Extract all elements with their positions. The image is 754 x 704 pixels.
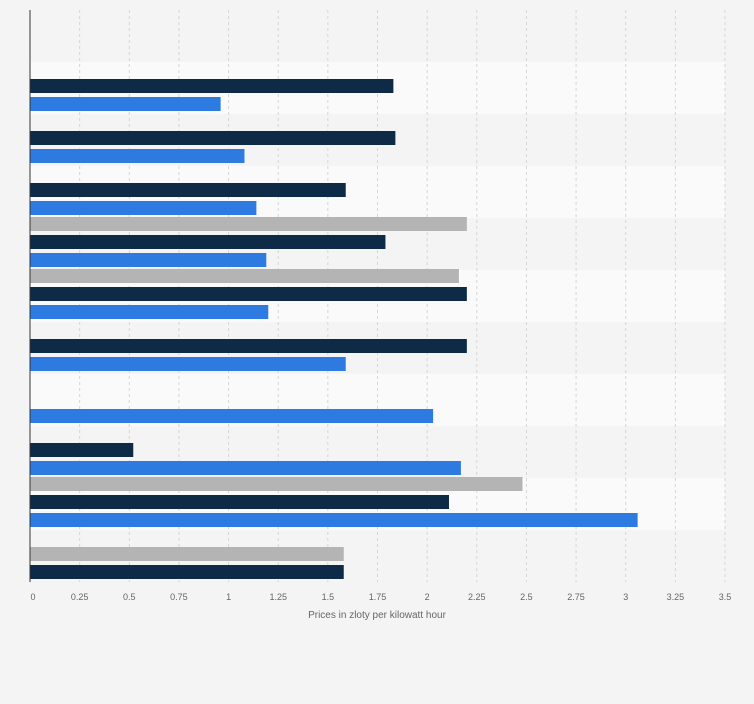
- bar: [30, 79, 394, 93]
- bar: [30, 305, 269, 319]
- bar: [30, 253, 267, 267]
- bar: [30, 409, 434, 423]
- x-tick-label: 1.25: [269, 592, 287, 602]
- bar: [30, 287, 467, 301]
- x-tick-label: 1: [226, 592, 231, 602]
- x-tick-label: 1.5: [322, 592, 335, 602]
- bar: [30, 97, 221, 111]
- x-tick-label: 2.25: [468, 592, 486, 602]
- bar: [30, 235, 386, 249]
- bar: [30, 357, 346, 371]
- bar: [30, 443, 134, 457]
- bar: [30, 201, 257, 215]
- bar: [30, 461, 461, 475]
- bar: [30, 495, 449, 509]
- bar: [30, 183, 346, 197]
- x-tick-label: 3: [623, 592, 628, 602]
- bar: [30, 217, 467, 231]
- x-tick-label: 0.75: [170, 592, 188, 602]
- x-tick-label: 3.25: [667, 592, 685, 602]
- x-tick-label: 2: [425, 592, 430, 602]
- bar: [30, 149, 245, 163]
- x-tick-label: 0.5: [123, 592, 136, 602]
- x-tick-label: 1.75: [369, 592, 387, 602]
- x-axis: 0 0.25 0.5 0.75 1 1.25 1.5 1.75 2 2.25 2.5 2.75 3 3.2…: [29, 10, 732, 602]
- x-axis-label: Prices in zloty per kilowatt hour: [308, 610, 447, 621]
- x-tick-label: 2.5: [520, 592, 533, 602]
- x-tick-label: 0.25: [71, 592, 89, 602]
- bar: [30, 547, 344, 561]
- bar: [30, 269, 459, 283]
- bars: [30, 79, 638, 579]
- bar: [30, 513, 638, 527]
- bar: [30, 477, 523, 491]
- bar: [30, 565, 344, 579]
- bar: [30, 131, 396, 145]
- bar: [30, 339, 467, 353]
- x-tick-label: 0: [30, 592, 35, 602]
- x-tick-label: 2.75: [567, 592, 585, 602]
- x-tick-label: 3.5: [719, 592, 732, 602]
